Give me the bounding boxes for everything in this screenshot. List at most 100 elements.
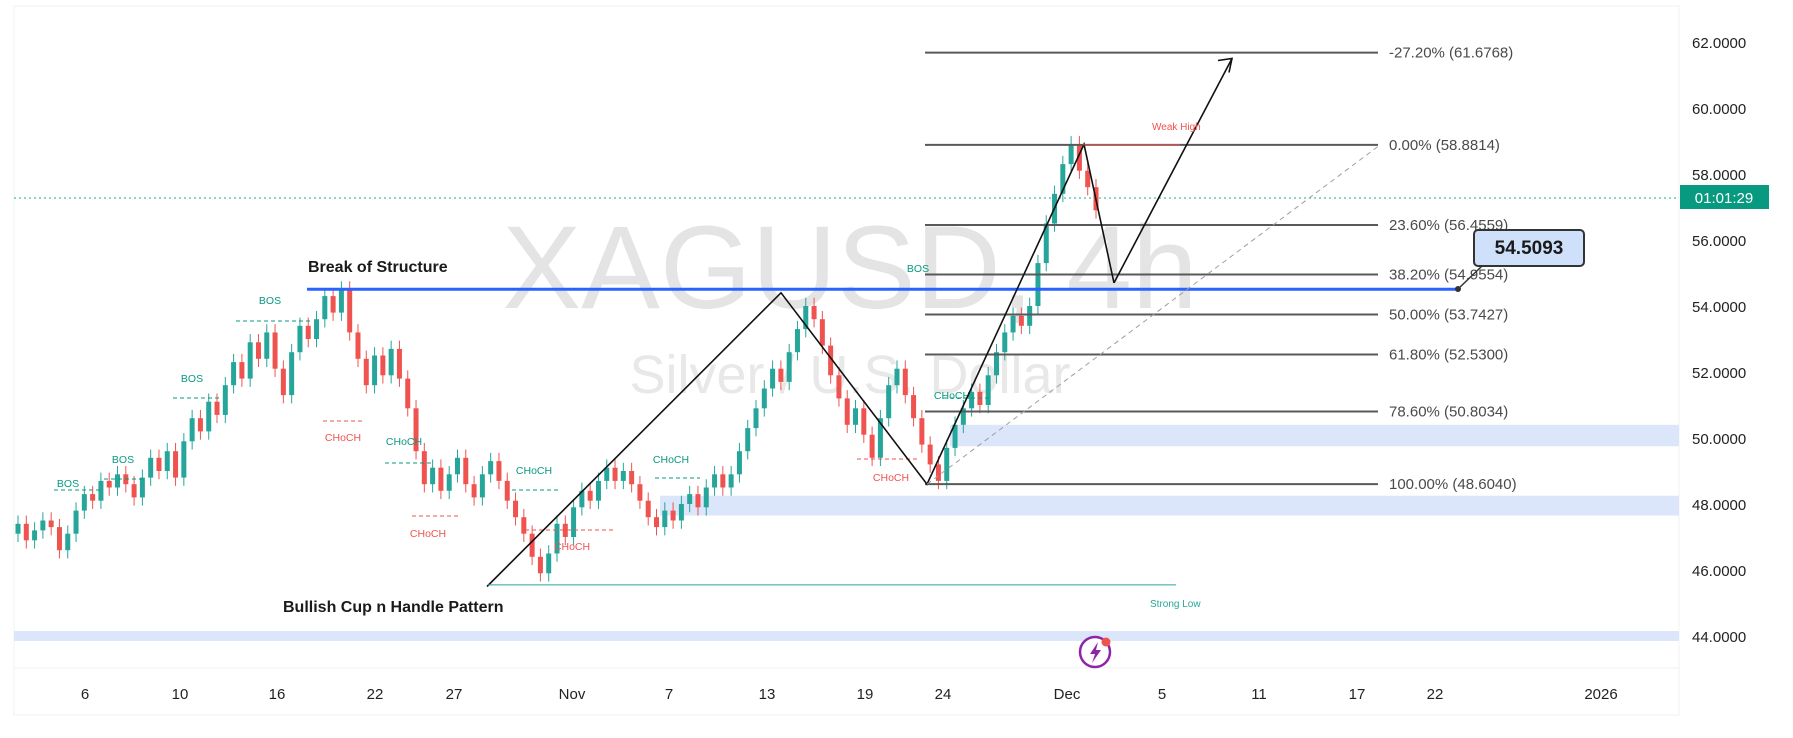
price-callout[interactable]: 54.5093 [1455, 229, 1585, 292]
candle-body [645, 500, 651, 518]
candle-body [869, 434, 875, 458]
price-axis-tick: 46.0000 [1692, 563, 1746, 580]
candle-body [853, 408, 859, 425]
fib-level-label: 78.60% (50.8034) [1389, 403, 1508, 420]
time-axis-tick: 13 [759, 686, 776, 703]
candle-body [819, 319, 825, 346]
candle-body [902, 368, 908, 396]
candle-body [877, 418, 883, 458]
countdown-badge: 01:01:29 [1680, 185, 1769, 209]
demand-zone[interactable] [14, 631, 1679, 641]
candle-body [861, 408, 867, 435]
candle-body [139, 477, 145, 498]
time-axis-tick: 16 [269, 686, 286, 703]
candle-body [90, 494, 96, 501]
candle-body [587, 490, 593, 501]
candle-body [446, 474, 452, 491]
price-callout-value: 54.5093 [1495, 238, 1564, 259]
candle-body [695, 494, 701, 508]
candle-body [670, 510, 676, 521]
candle-body [786, 352, 792, 382]
candle-body [463, 457, 469, 485]
candle-body [612, 467, 618, 481]
structure-label-bear: CHoCH [325, 432, 361, 444]
candle-body [56, 527, 62, 551]
price-axis-tick: 60.0000 [1692, 101, 1746, 118]
price-axis-tick: 50.0000 [1692, 431, 1746, 448]
time-axis-tick: 10 [172, 686, 189, 703]
candle-body [148, 457, 154, 478]
candle-body [347, 289, 353, 333]
fib-level-label: -27.20% (61.6768) [1389, 45, 1513, 62]
structure-label-bos: BOS [57, 478, 79, 490]
projection-arrowhead [1217, 57, 1234, 73]
candle-body [1068, 144, 1074, 165]
candle-body [98, 480, 104, 501]
candle-body [388, 348, 394, 376]
time-axis-tick: Nov [559, 686, 586, 703]
candle-body [65, 533, 71, 551]
candle-body [197, 418, 203, 432]
candle-body [413, 408, 419, 452]
candle-body [761, 388, 767, 409]
candle-body [1085, 170, 1091, 188]
candle-body [687, 494, 693, 504]
candle-body [322, 296, 328, 320]
demand-zone[interactable] [660, 495, 1679, 516]
candle-body [678, 504, 684, 521]
structure-label-bos: BOS [112, 454, 134, 466]
candle-body [894, 368, 900, 386]
time-axis-tick: 24 [935, 686, 952, 703]
candle-body [571, 507, 577, 537]
weak-high-label: Weak High [1152, 122, 1201, 133]
candle-body [214, 401, 220, 415]
candle-body [15, 523, 21, 534]
candle-body [173, 451, 179, 478]
trend-projection-dashed[interactable] [926, 144, 1381, 485]
candle-body [985, 375, 991, 405]
candle-body [239, 362, 245, 379]
candle-body [720, 474, 726, 488]
candle-body [712, 474, 718, 488]
candle-body [338, 289, 344, 313]
candle-body [164, 451, 170, 471]
fib-level-label: 100.00% (48.6040) [1389, 476, 1517, 493]
candle-body [745, 428, 751, 452]
candle-body [479, 474, 485, 498]
candle-body [471, 484, 477, 498]
candle-body [40, 520, 46, 531]
candle-body [911, 395, 917, 419]
candle-body [488, 461, 494, 475]
lightning-event-icon[interactable] [1078, 635, 1112, 669]
candle-body [811, 306, 817, 320]
structure-label-bull: CHoCH [386, 436, 422, 448]
fib-level-label: 0.00% (58.8814) [1389, 137, 1500, 154]
candle-body [115, 474, 121, 488]
candle-body [272, 332, 278, 369]
structure-label-bos: BOS [181, 373, 203, 385]
fib-level-label: 50.00% (53.7427) [1389, 306, 1508, 323]
candle-body [280, 368, 286, 396]
candle-body [960, 408, 966, 425]
candle-body [604, 467, 610, 481]
structure-label-bos: BOS [259, 295, 281, 307]
candle-body [886, 385, 892, 419]
candle-body [255, 342, 261, 359]
candle-body [521, 517, 527, 534]
time-axis-tick: 2026 [1584, 686, 1617, 703]
candle-body [935, 464, 941, 481]
candle-body [314, 319, 320, 339]
time-axis-tick: 6 [81, 686, 89, 703]
demand-zone[interactable] [950, 424, 1679, 447]
price-axis-tick: 58.0000 [1692, 167, 1746, 184]
time-axis-tick: 19 [857, 686, 874, 703]
candle-body [944, 447, 950, 481]
fib-level-label: 61.80% (52.5300) [1389, 347, 1508, 364]
candle-body [181, 441, 187, 478]
candle-body [836, 375, 842, 399]
projection-arrow-shaft[interactable] [1113, 58, 1233, 284]
candle-body [620, 471, 626, 481]
candle-body [297, 325, 303, 353]
candle-body [703, 487, 709, 508]
